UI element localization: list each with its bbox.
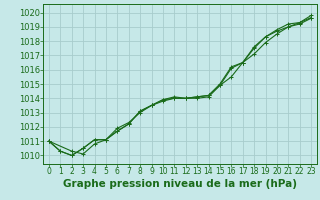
X-axis label: Graphe pression niveau de la mer (hPa): Graphe pression niveau de la mer (hPa) — [63, 179, 297, 189]
